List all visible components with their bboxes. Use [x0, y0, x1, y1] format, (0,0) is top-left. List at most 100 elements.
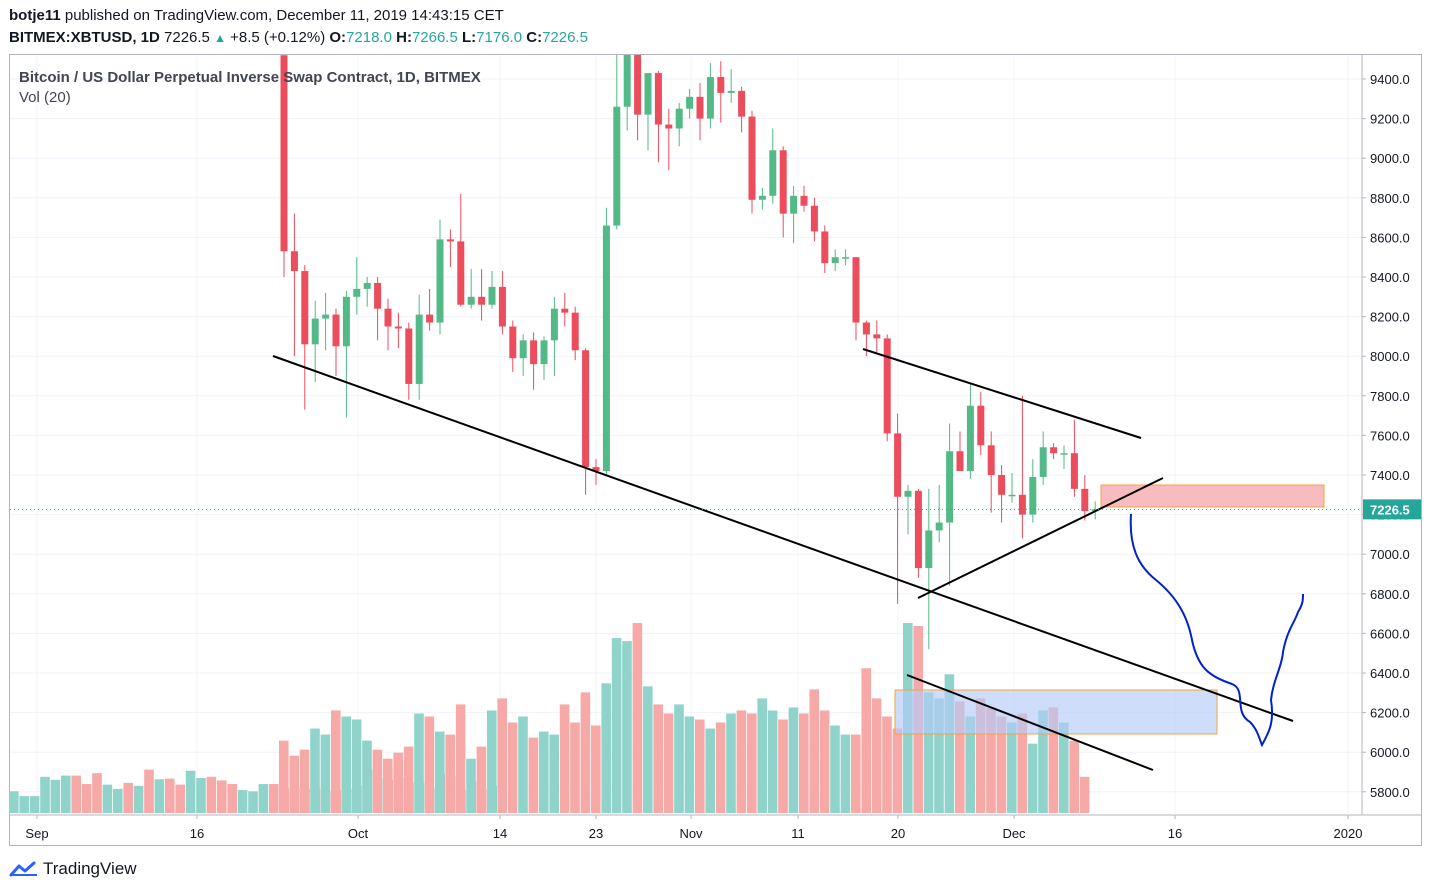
- candle-body: [509, 326, 517, 359]
- x-tick-label: 14: [493, 826, 507, 841]
- candle-body: [634, 55, 642, 115]
- channel-lower-trendline[interactable]: [272, 355, 1294, 722]
- volume-bar: [351, 719, 362, 813]
- target-zone[interactable]: [894, 689, 1218, 735]
- volume-bar: [196, 778, 206, 813]
- up-triangle-icon: ▲: [214, 31, 226, 45]
- volume-bar: [705, 728, 715, 813]
- symbol-ohlc: BITMEX:XBTUSD, 1D 7226.5 ▲ +8.5 (+0.12%)…: [9, 29, 588, 47]
- volume-bar: [71, 775, 81, 813]
- candle-body: [571, 312, 579, 351]
- candle: [582, 348, 590, 495]
- volume-bar: [414, 713, 424, 813]
- resistance-zone[interactable]: [1100, 484, 1325, 508]
- high-label: H:: [396, 29, 412, 46]
- candle-body: [1081, 488, 1089, 512]
- volume-bar: [435, 731, 445, 813]
- low-value: 7176.0: [476, 29, 523, 46]
- volume-bar: [1069, 740, 1079, 813]
- volume-bar: [248, 791, 258, 813]
- y-tick-label: 6000.0: [1370, 745, 1410, 760]
- candle: [852, 257, 860, 341]
- volume-bar: [767, 710, 778, 813]
- candle: [290, 213, 298, 357]
- volume-bar: [497, 698, 507, 813]
- projection-path[interactable]: [1129, 513, 1304, 748]
- candle: [925, 488, 933, 650]
- volume-bar: [310, 728, 320, 813]
- volume-bar: [165, 778, 175, 813]
- volume-bar: [9, 791, 19, 813]
- volume-bar: [695, 719, 705, 813]
- candle: [665, 108, 673, 171]
- candle-body: [342, 296, 350, 347]
- volume-bar: [133, 785, 144, 813]
- candle-body: [914, 490, 922, 569]
- volume-bar: [445, 734, 455, 813]
- y-tick-label: 6400.0: [1370, 666, 1410, 681]
- volume-bar: [393, 752, 403, 813]
- candle: [1029, 459, 1037, 523]
- channel-upper-trendline[interactable]: [862, 348, 1142, 439]
- candle: [530, 332, 538, 390]
- x-tick-label: 23: [589, 826, 603, 841]
- volume-bar: [986, 707, 996, 813]
- candle: [998, 465, 1006, 523]
- candle: [519, 334, 527, 376]
- candle-body: [1018, 494, 1026, 515]
- author: botje11: [9, 7, 61, 24]
- candle-body: [810, 205, 818, 232]
- candle-body: [706, 77, 714, 119]
- candle-body: [883, 338, 891, 434]
- candle: [488, 271, 496, 309]
- candle: [384, 298, 392, 351]
- volume-bar: [102, 784, 113, 813]
- candle: [1060, 445, 1068, 470]
- volume-bar: [1059, 722, 1069, 813]
- candle-body: [530, 340, 538, 365]
- close-value: 7226.5: [542, 29, 588, 46]
- volume-bar: [882, 716, 892, 813]
- volume-bar: [175, 784, 185, 813]
- volume-bar: [29, 796, 40, 813]
- chart-title: Bitcoin / US Dollar Perpetual Inverse Sw…: [19, 69, 481, 86]
- y-tick-label: 6600.0: [1370, 626, 1410, 641]
- candle-body: [727, 90, 735, 93]
- volume-bar: [851, 734, 861, 813]
- volume-bar: [123, 782, 133, 813]
- lower-parallel-trendline[interactable]: [906, 674, 1154, 771]
- volume-bar: [144, 769, 154, 813]
- rising-support-trendline[interactable]: [917, 477, 1164, 599]
- change: +8.5 (+0.12%): [230, 29, 326, 46]
- candle: [914, 488, 922, 578]
- volume-bar: [944, 674, 955, 813]
- candle: [353, 257, 361, 315]
- candle-body: [904, 490, 912, 497]
- volume-bar: [154, 779, 165, 813]
- volume-bar: [1027, 743, 1038, 813]
- candle-body: [290, 251, 298, 272]
- candle-body: [394, 326, 402, 329]
- candle: [311, 300, 319, 382]
- y-tick-label: 7000.0: [1370, 547, 1410, 562]
- candle-body: [467, 296, 475, 305]
- candle: [686, 88, 694, 119]
- last-price: 7226.5: [164, 29, 210, 46]
- candle-body: [675, 108, 683, 129]
- grid: [10, 55, 1421, 816]
- candle: [436, 219, 444, 335]
- footer[interactable]: TradingView: [9, 859, 137, 879]
- candle-body: [550, 308, 558, 341]
- candle-body: [779, 150, 787, 214]
- volume-bar: [258, 784, 269, 813]
- volume-bar: [455, 704, 466, 813]
- candle-body: [623, 55, 631, 107]
- volume-bar: [476, 746, 487, 813]
- x-tick-label: Sep: [25, 826, 48, 841]
- volume-bar: [965, 716, 975, 813]
- candle: [415, 294, 423, 400]
- candle-body: [582, 350, 590, 468]
- volume-bar: [570, 722, 580, 813]
- price-axis: 9400.0 9200.0 9000.0 8800.0 8600.0 8400.0 8200…: [1362, 72, 1410, 800]
